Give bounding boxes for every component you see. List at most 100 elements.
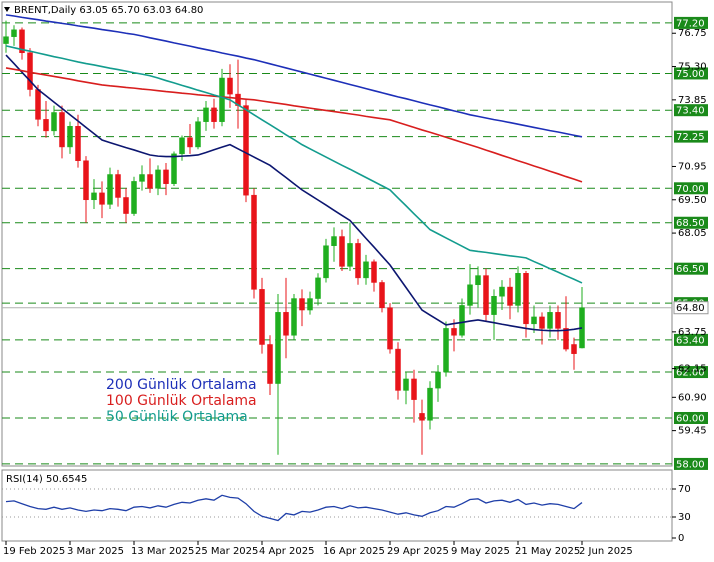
level-label: 58.00	[676, 459, 705, 470]
candle-body	[227, 77, 233, 95]
candle-body	[323, 245, 329, 279]
candle-body	[259, 289, 265, 345]
candle-body	[387, 307, 393, 350]
candle-body	[203, 107, 209, 122]
candle-body	[19, 29, 25, 54]
candle-body	[59, 112, 65, 148]
candle-body	[515, 273, 521, 306]
moving-average	[5, 14, 583, 138]
level-label-box	[674, 67, 708, 80]
candle-body	[11, 29, 17, 37]
candle-body	[443, 328, 449, 373]
candle-body	[51, 112, 57, 132]
x-tick-label: 3 Mar 2025	[67, 546, 124, 557]
candle-body	[435, 371, 441, 389]
candle-body	[35, 89, 41, 120]
candle-body	[347, 243, 353, 267]
level-label-box	[674, 130, 708, 143]
candle-body	[499, 286, 505, 297]
candle-body	[531, 316, 537, 325]
candle-body	[251, 194, 257, 290]
candle-body	[411, 378, 417, 400]
candle-body	[179, 137, 185, 155]
x-tick-label: 4 Apr 2025	[259, 546, 314, 557]
x-tick-label: 25 Mar 2025	[195, 546, 258, 557]
level-label: 77.20	[676, 18, 705, 29]
candle-body	[163, 169, 169, 184]
candle-body	[211, 107, 217, 122]
candle-body	[379, 282, 385, 308]
last-price-box	[673, 301, 709, 315]
y-tick-label: 70.95	[678, 161, 707, 172]
level-label: 70.00	[676, 184, 705, 195]
candle-body	[483, 275, 489, 315]
y-tick-label: 63.75	[678, 327, 707, 338]
level-label: 72.25	[676, 132, 705, 143]
y-tick-label: 73.85	[678, 95, 707, 106]
rsi-panel	[1, 469, 673, 542]
rsi-title: RSI(14) 50.6545	[6, 474, 87, 485]
candle-body	[99, 192, 105, 205]
x-tick-label: 19 Feb 2025	[3, 546, 65, 557]
x-tick-label: 9 May 2025	[451, 546, 510, 557]
candle-body	[43, 119, 49, 132]
candle-body	[67, 126, 73, 148]
candle-body	[83, 160, 89, 201]
candle-body	[187, 137, 193, 148]
level-label-box	[674, 333, 708, 346]
level-label-box	[674, 457, 708, 470]
level-label: 75.00	[676, 69, 705, 80]
y-tick-label: 30	[678, 512, 691, 523]
level-label-box	[674, 411, 708, 424]
candle-body	[155, 169, 161, 189]
candle-body	[147, 174, 153, 189]
candle-body	[363, 261, 369, 279]
candle-body	[539, 316, 545, 329]
candle-body	[131, 181, 137, 214]
candle-body	[563, 328, 569, 350]
level-label-box	[674, 216, 708, 229]
level-label-box	[674, 182, 708, 195]
y-tick-label: 68.05	[678, 228, 707, 239]
chart-title: BRENT,Daily 63.05 65.70 63.03 64.80	[14, 5, 203, 16]
level-label-box	[674, 366, 708, 379]
candle-body	[467, 284, 473, 306]
moving-average	[5, 54, 583, 332]
legend-entry: 200 Günlük Ortalama	[106, 377, 257, 393]
level-label: 73.40	[676, 106, 705, 117]
x-tick-label: 29 Apr 2025	[387, 546, 449, 557]
y-tick-label: 0	[678, 533, 684, 544]
candle-body	[91, 192, 97, 201]
level-label-box	[674, 16, 708, 29]
candle-body	[283, 312, 289, 336]
candle-body	[219, 77, 225, 122]
candle-body	[291, 298, 297, 336]
candle-body	[451, 328, 457, 336]
candle-body	[571, 344, 577, 354]
moving-average	[5, 67, 583, 183]
collapse-icon	[4, 7, 10, 12]
y-tick-label: 75.30	[678, 62, 707, 73]
candle-body	[339, 236, 345, 267]
candle-body	[419, 413, 425, 421]
y-tick-label: 69.50	[678, 195, 707, 206]
level-label-box	[674, 104, 708, 117]
main-panel	[1, 1, 673, 467]
level-label: 66.50	[676, 264, 705, 275]
candle-body	[331, 236, 337, 246]
y-tick-label: 59.45	[678, 426, 707, 437]
candle-body	[403, 378, 409, 391]
candle-body	[547, 312, 553, 329]
level-label: 68.50	[676, 218, 705, 229]
y-tick-label: 62.15	[678, 364, 707, 375]
candle-body	[507, 286, 513, 306]
last-price-label: 64.80	[676, 303, 705, 314]
candle-body	[315, 277, 321, 299]
legend-entry: 50 Günlük Ortalama	[106, 409, 248, 425]
level-label: 62.00	[676, 368, 705, 379]
candle-body	[459, 305, 465, 336]
legend-entry: 100 Günlük Ortalama	[106, 393, 257, 409]
x-tick-label: 16 Apr 2025	[323, 546, 385, 557]
candle-body	[555, 312, 561, 329]
